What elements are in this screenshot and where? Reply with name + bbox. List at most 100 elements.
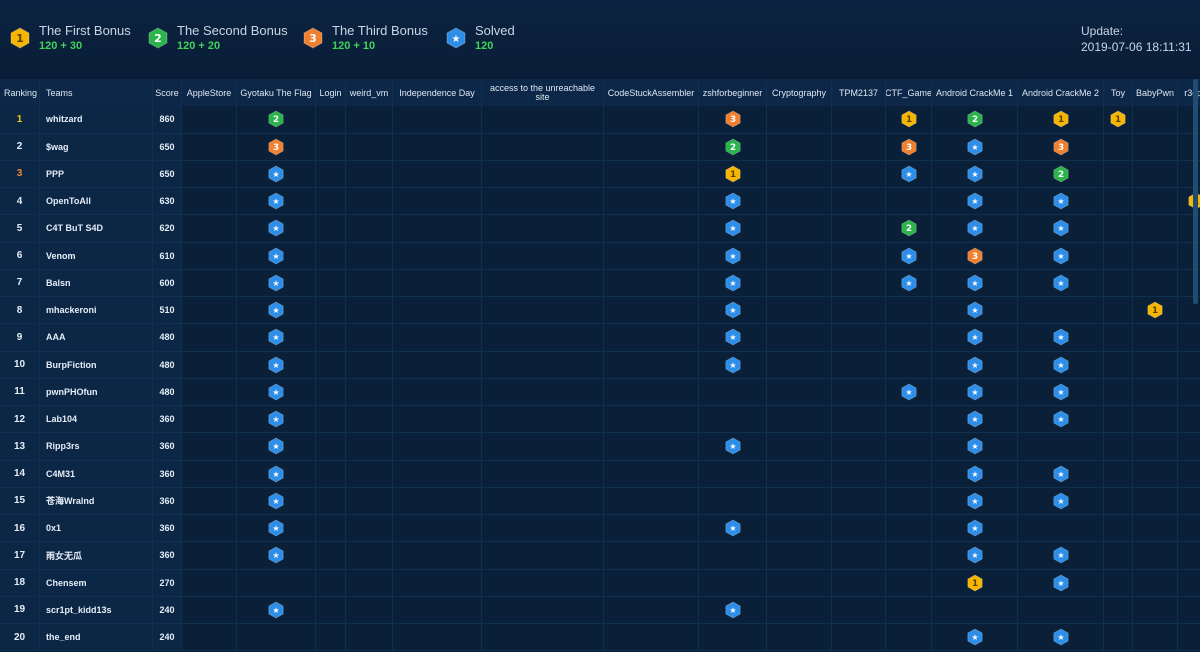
blue-solved-star-icon: ★	[966, 519, 983, 537]
team-name[interactable]: mhackeroni	[40, 297, 153, 325]
team-name[interactable]: 苍海Wralnd	[40, 487, 153, 515]
gold-first-bonus-icon: 1	[10, 27, 30, 49]
svg-text:2: 2	[1057, 170, 1063, 180]
team-name[interactable]: C4M31	[40, 460, 153, 488]
challenge-cell	[699, 542, 767, 570]
team-name[interactable]: AAA	[40, 324, 153, 352]
team-name[interactable]: Chensem	[40, 569, 153, 597]
team-name[interactable]: scr1pt_kidd13s	[40, 596, 153, 624]
challenge-cell	[604, 106, 699, 134]
blue-solved-star-icon: ★	[268, 328, 284, 346]
svg-text:★: ★	[272, 306, 279, 315]
column-header-challenge[interactable]: AppleStore	[182, 79, 237, 108]
challenge-cell	[1104, 215, 1133, 243]
challenge-cell	[767, 569, 832, 597]
column-header-challenge[interactable]: Android CrackMe 1	[932, 79, 1018, 108]
team-rank: 12	[0, 406, 40, 434]
team-name[interactable]: PPP	[40, 160, 153, 188]
svg-text:★: ★	[971, 170, 978, 179]
challenge-cell	[346, 569, 393, 597]
team-name[interactable]: pwnPHOfun	[40, 378, 153, 406]
svg-text:★: ★	[1057, 225, 1064, 234]
challenge-cell	[482, 406, 604, 434]
challenge-cell	[346, 433, 393, 461]
team-name[interactable]: OpenToAll	[40, 188, 153, 216]
challenge-cell: ★	[886, 378, 932, 406]
vertical-scrollbar[interactable]	[1193, 79, 1198, 304]
svg-text:2: 2	[905, 225, 911, 235]
challenge-cell	[482, 351, 604, 379]
challenge-cell	[316, 351, 346, 379]
column-header-ranking[interactable]: Ranking	[0, 79, 40, 108]
challenge-cell	[393, 515, 482, 543]
svg-text:★: ★	[729, 443, 736, 452]
team-name[interactable]: C4T BuT S4D	[40, 215, 153, 243]
team-name[interactable]: the_end	[40, 624, 153, 652]
team-name[interactable]: whitzard	[40, 106, 153, 134]
team-name[interactable]: $wag	[40, 133, 153, 161]
challenge-cell	[767, 406, 832, 434]
column-header-challenge[interactable]: Independence Day	[393, 79, 482, 108]
challenge-cell	[1178, 406, 1200, 434]
team-name[interactable]: Balsn	[40, 269, 153, 297]
svg-text:★: ★	[971, 225, 978, 234]
challenge-cell	[1178, 378, 1200, 406]
challenge-cell	[1133, 596, 1178, 624]
svg-text:1: 1	[971, 579, 977, 589]
challenge-cell	[316, 569, 346, 597]
challenge-cell	[182, 160, 237, 188]
svg-text:★: ★	[1057, 552, 1064, 561]
challenge-cell	[1178, 542, 1200, 570]
challenge-cell	[767, 106, 832, 134]
challenge-cell	[346, 596, 393, 624]
challenge-cell: ★	[932, 215, 1018, 243]
svg-text:1: 1	[905, 116, 911, 126]
blue-solved-star-icon: ★	[966, 410, 983, 428]
challenge-cell	[886, 542, 932, 570]
column-header-challenge[interactable]: access to the unreachable site	[482, 79, 604, 108]
challenge-cell	[767, 297, 832, 325]
column-header-challenge[interactable]: TPM2137	[832, 79, 886, 108]
team-name[interactable]: Lab104	[40, 406, 153, 434]
column-header-challenge[interactable]: CTF_Game	[886, 79, 932, 108]
challenge-cell	[832, 133, 886, 161]
challenge-cell	[182, 515, 237, 543]
team-name[interactable]: 0x1	[40, 515, 153, 543]
column-header-challenge[interactable]: Cryptography	[767, 79, 832, 108]
team-name[interactable]: BurpFiction	[40, 351, 153, 379]
team-rank: 4	[0, 188, 40, 216]
team-name[interactable]: Ripp3rs	[40, 433, 153, 461]
team-score: 480	[153, 378, 182, 406]
column-header-score[interactable]: Score	[153, 79, 182, 108]
column-header-challenge[interactable]: Login	[316, 79, 346, 108]
column-header-challenge[interactable]: CodeStuckAssembler	[604, 79, 699, 108]
challenge-cell: ★	[1018, 324, 1104, 352]
challenge-cell: ★	[932, 487, 1018, 515]
challenge-cell	[767, 624, 832, 652]
column-header-challenge[interactable]: BabyPwn	[1133, 79, 1178, 108]
challenge-cell	[1104, 460, 1133, 488]
challenge-cell	[832, 378, 886, 406]
challenge-cell	[182, 269, 237, 297]
challenge-cell	[699, 569, 767, 597]
svg-text:★: ★	[971, 143, 978, 152]
column-header-challenge[interactable]: Gyotaku The Flag	[237, 79, 316, 108]
svg-text:★: ★	[971, 334, 978, 343]
column-header-challenge[interactable]: zshforbeginner	[699, 79, 767, 108]
team-rank: 10	[0, 351, 40, 379]
challenge-cell: ★	[886, 269, 932, 297]
svg-text:★: ★	[1057, 415, 1064, 424]
team-name[interactable]: 雨女无瓜	[40, 542, 153, 570]
challenge-cell	[182, 542, 237, 570]
challenge-cell	[1104, 433, 1133, 461]
orange-third-bonus-icon: 3	[724, 110, 741, 128]
challenge-cell: ★	[699, 433, 767, 461]
column-header-challenge[interactable]: Android CrackMe 2	[1018, 79, 1104, 108]
svg-text:★: ★	[1057, 197, 1064, 206]
column-header-challenge[interactable]: weird_vm	[346, 79, 393, 108]
team-name[interactable]: Venom	[40, 242, 153, 270]
column-header-teams[interactable]: Teams	[40, 79, 153, 108]
blue-solved-star-icon: ★	[1052, 628, 1069, 646]
column-header-challenge[interactable]: Toy	[1104, 79, 1133, 108]
challenge-cell	[182, 569, 237, 597]
